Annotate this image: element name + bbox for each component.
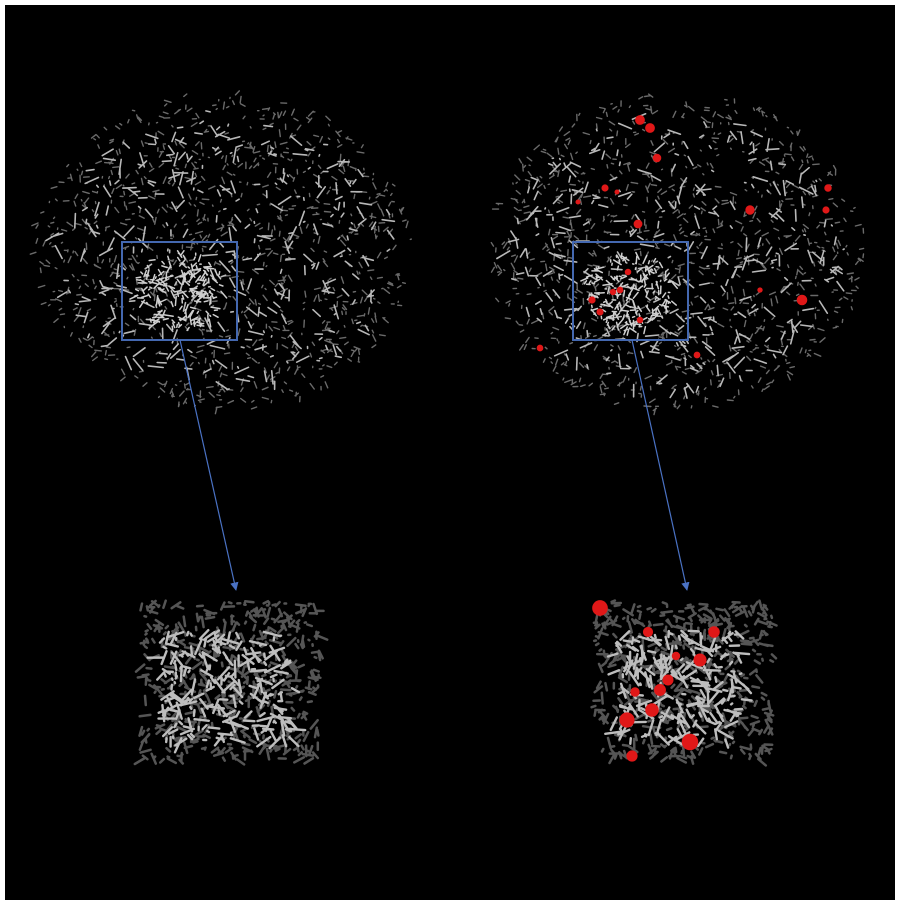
figure — [0, 0, 899, 905]
background — [5, 5, 895, 900]
